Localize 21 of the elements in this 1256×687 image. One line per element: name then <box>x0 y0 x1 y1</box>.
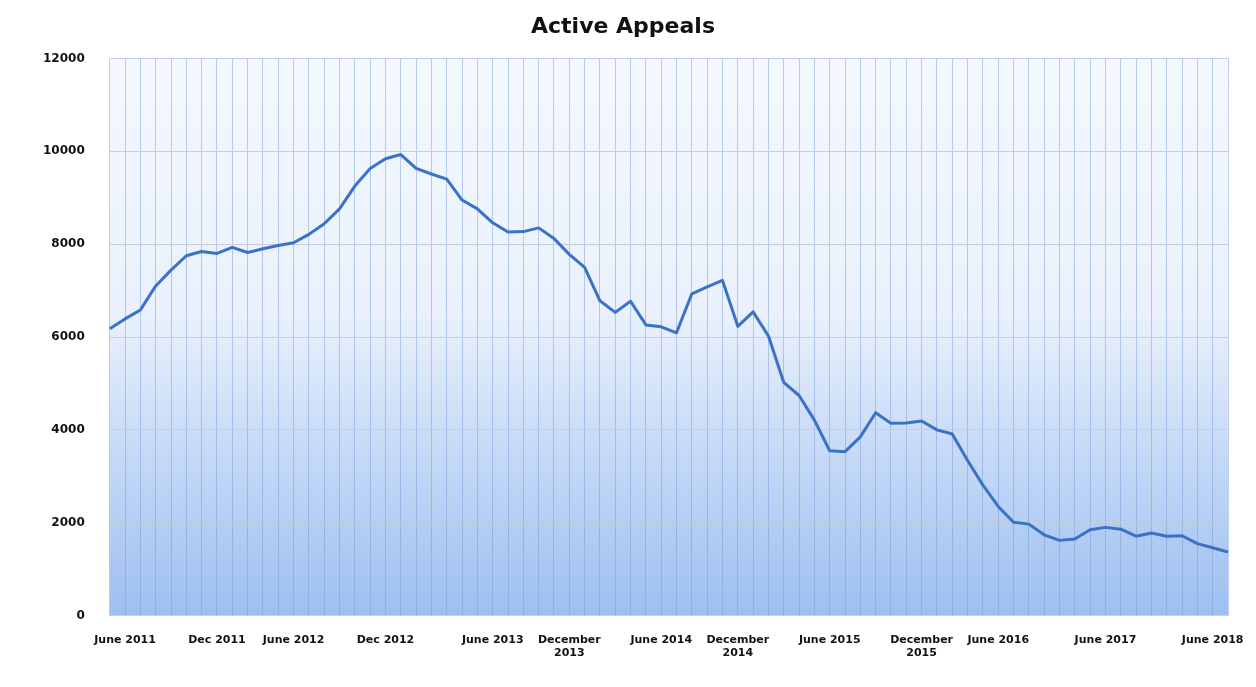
x-tick-label: June 2017 <box>1073 633 1137 647</box>
x-tick-label: June 2012 <box>261 633 325 647</box>
y-tick-label: 8000 <box>51 236 85 251</box>
x-tick-label: December 2015 <box>890 633 954 660</box>
y-tick-label: 4000 <box>51 421 85 436</box>
x-tick-label: June 2013 <box>460 633 524 647</box>
x-tick-label: June 2018 <box>1180 633 1244 647</box>
x-tick-label: June 2014 <box>629 633 693 647</box>
x-tick-label: December 2014 <box>706 633 770 660</box>
y-tick-label: 6000 <box>51 329 85 344</box>
x-tick-label: June 2015 <box>797 633 861 647</box>
chart-title: Active Appeals <box>531 12 715 38</box>
y-tick-label: 12000 <box>43 50 85 65</box>
y-tick-label: 0 <box>76 607 85 622</box>
x-tick-label: June 2011 <box>93 633 156 647</box>
x-tick-label: June 2016 <box>966 633 1030 647</box>
x-tick-label: Dec 2011 <box>188 633 246 647</box>
y-tick-label: 2000 <box>51 514 85 529</box>
x-tick-label: December 2013 <box>537 633 602 660</box>
y-tick-label: 10000 <box>43 143 85 158</box>
x-tick-label: Dec 2012 <box>356 633 415 647</box>
